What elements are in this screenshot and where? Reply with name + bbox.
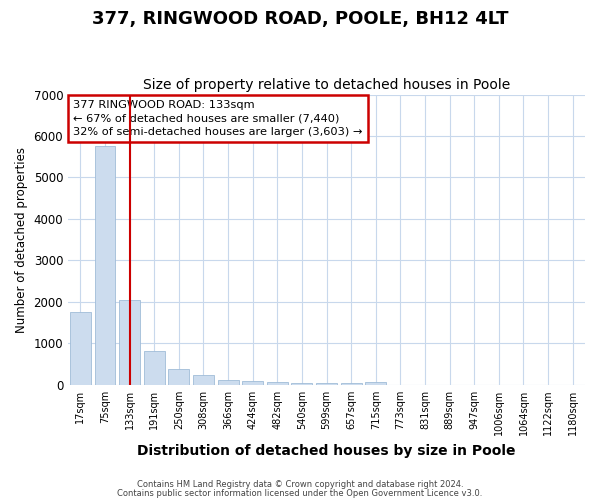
Title: Size of property relative to detached houses in Poole: Size of property relative to detached ho… <box>143 78 510 92</box>
Bar <box>316 383 337 385</box>
Text: Contains HM Land Registry data © Crown copyright and database right 2024.: Contains HM Land Registry data © Crown c… <box>137 480 463 489</box>
Bar <box>218 380 239 385</box>
Bar <box>193 376 214 385</box>
Bar <box>169 370 189 385</box>
Text: Contains public sector information licensed under the Open Government Licence v3: Contains public sector information licen… <box>118 488 482 498</box>
Bar <box>144 351 164 385</box>
Bar <box>70 312 91 385</box>
Bar <box>242 381 263 385</box>
Text: 377, RINGWOOD ROAD, POOLE, BH12 4LT: 377, RINGWOOD ROAD, POOLE, BH12 4LT <box>92 10 508 28</box>
Bar <box>341 384 362 385</box>
Bar <box>119 300 140 385</box>
Bar <box>95 146 115 385</box>
Y-axis label: Number of detached properties: Number of detached properties <box>15 146 28 332</box>
Text: 377 RINGWOOD ROAD: 133sqm
← 67% of detached houses are smaller (7,440)
32% of se: 377 RINGWOOD ROAD: 133sqm ← 67% of detac… <box>73 100 362 137</box>
Bar <box>365 382 386 385</box>
X-axis label: Distribution of detached houses by size in Poole: Distribution of detached houses by size … <box>137 444 516 458</box>
Bar <box>267 382 288 385</box>
Bar <box>292 382 313 385</box>
